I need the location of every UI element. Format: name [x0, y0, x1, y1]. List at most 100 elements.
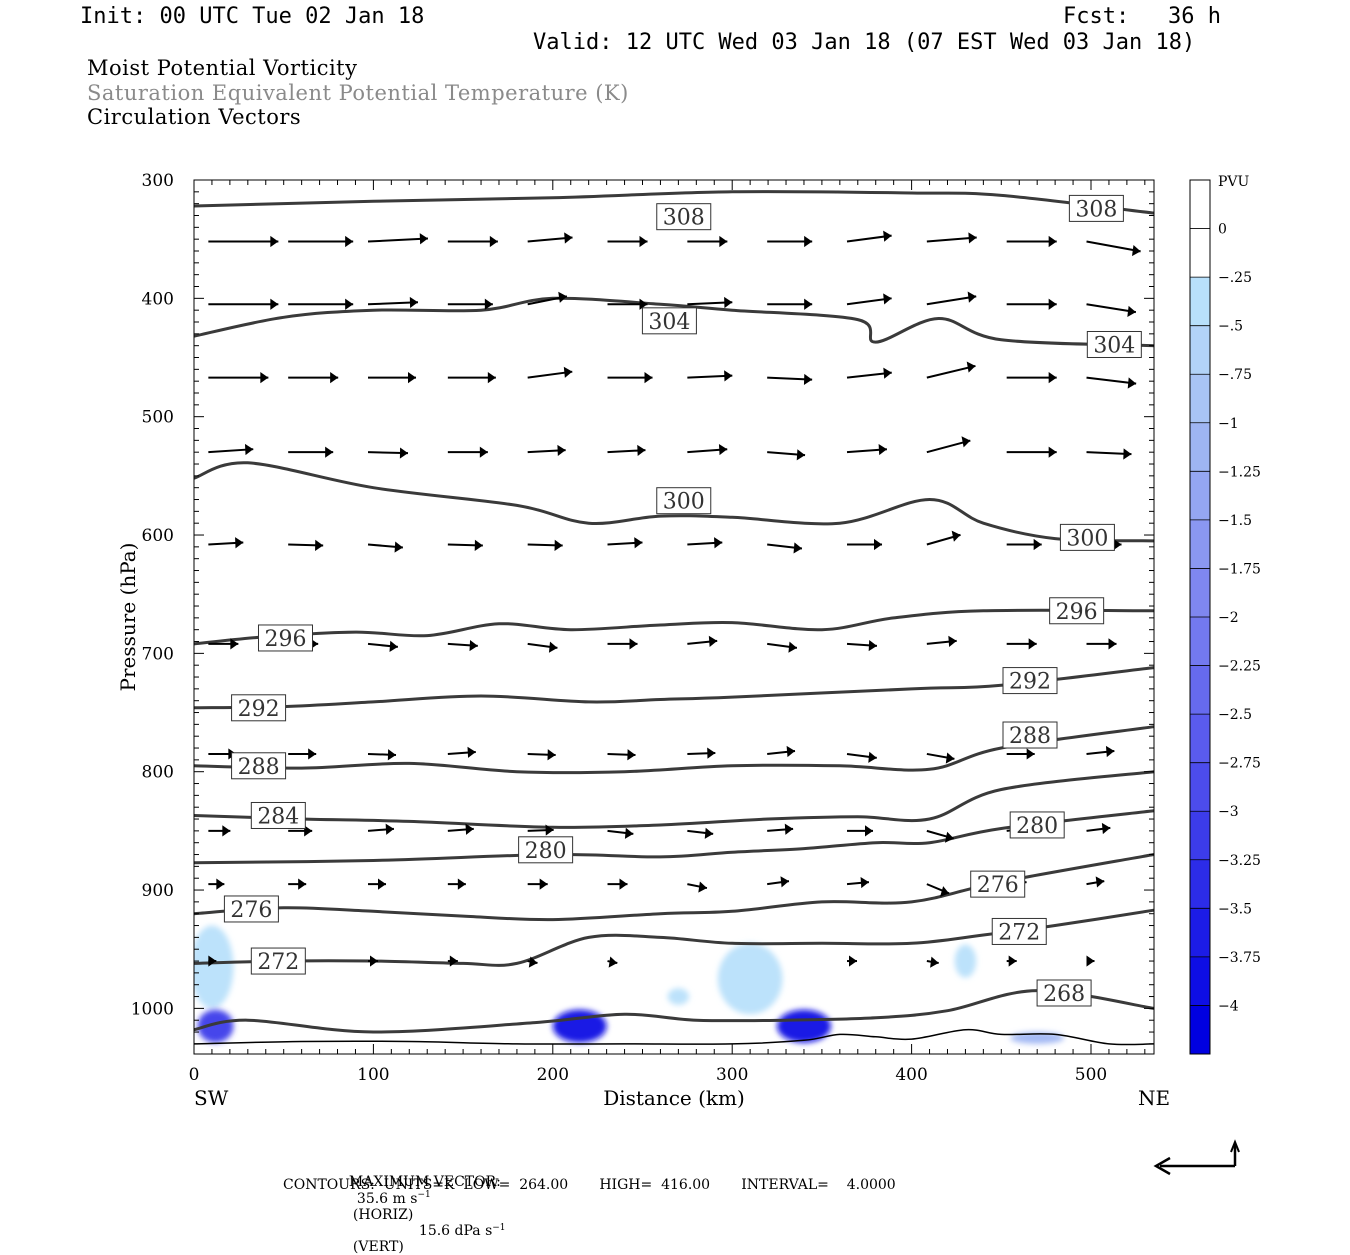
- pv-shading: [194, 925, 1065, 1044]
- contour-label-268-0: 268: [1043, 982, 1085, 1007]
- vector-1-6: [687, 296, 733, 309]
- vector-0-3: [447, 235, 498, 248]
- colorbar: PVU 0 −.25 −.5 −.75 −1 −1.25 −1.5 −1.75 −2 −2.25 −2…: [1189, 174, 1261, 1055]
- vector-0-5: [607, 235, 648, 248]
- vector-3-0: [208, 443, 254, 456]
- colorbar-bin-4: [1190, 374, 1210, 423]
- contour-label-box-296-1: [1049, 597, 1105, 625]
- colorbar-label-15: −3.75: [1218, 950, 1261, 966]
- vector-2-1: [288, 372, 339, 384]
- vector-1-4: [527, 291, 568, 306]
- vector-3-1: [288, 446, 334, 458]
- vector-8-1: [288, 878, 307, 890]
- colorbar-bin-3: [1190, 325, 1210, 375]
- vector-9-4: [527, 956, 538, 968]
- horiz-tag: (HORIZ): [352, 1206, 414, 1223]
- colorbar-bin-1: [1190, 228, 1210, 278]
- contour-label-box-268-0: [1036, 979, 1092, 1007]
- contour-label-box-288-0: [231, 752, 287, 780]
- vector-0-4: [527, 232, 573, 244]
- title-vectors: Circulation Vectors: [87, 105, 302, 129]
- contour-label-284-0: 284: [257, 804, 299, 829]
- pv-region-2: [552, 1009, 607, 1043]
- pv-region-6: [954, 944, 977, 978]
- contour-280: [194, 809, 1154, 865]
- contour-label-280-1: 280: [1016, 814, 1058, 839]
- vector-1-7: [767, 298, 813, 310]
- vector-1-0: [208, 298, 279, 310]
- colorbar-label-3: −.75: [1218, 367, 1252, 383]
- colorbar-label-7: −1.75: [1218, 561, 1261, 577]
- colorbar-label-5: −1.25: [1218, 464, 1261, 480]
- contour-308: [194, 190, 1154, 215]
- vector-0-0: [208, 235, 279, 248]
- ytick-label-6: 900: [142, 881, 174, 901]
- contour-label-288-1: 288: [1009, 724, 1051, 749]
- vector-5-2: [367, 640, 398, 652]
- y-axis-label: Pressure (hPa): [116, 543, 140, 692]
- xtick-label-5: 500: [1075, 1065, 1107, 1085]
- vector-5-5: [607, 638, 638, 650]
- contour-label-276-1: 276: [977, 873, 1019, 898]
- vector-7-4: [527, 824, 554, 836]
- vector-0-1: [288, 235, 354, 248]
- contour-label-box-300-1: [1059, 523, 1115, 551]
- vector-1-10: [1006, 298, 1057, 310]
- reference-vector-icon: [1153, 1139, 1240, 1176]
- vector-7-2: [367, 823, 395, 835]
- colorbar-label-12: −3: [1218, 804, 1239, 820]
- colorbar-label-2: −.5: [1218, 319, 1243, 335]
- contour-276: [194, 853, 1154, 922]
- vector-1-9: [926, 291, 977, 306]
- vector-2-9: [926, 361, 976, 379]
- vector-8-6: [687, 881, 708, 893]
- vector-8-0: [208, 878, 225, 890]
- pv-region-4: [777, 1009, 831, 1043]
- vector-2-5: [607, 372, 653, 384]
- pv-region-3: [717, 943, 783, 1015]
- vector-5-3: [447, 639, 478, 652]
- vector-6-11: [1086, 745, 1115, 758]
- vector-4-9: [926, 530, 961, 546]
- ytick-label-7: 1000: [131, 999, 174, 1019]
- vector-0-6: [687, 235, 728, 248]
- colorbar-bin-10: [1190, 665, 1210, 715]
- vector-2-6: [687, 370, 733, 382]
- vector-5-0: [208, 638, 239, 650]
- vector-3-2: [367, 447, 409, 459]
- contour-label-box-292-0: [231, 694, 287, 722]
- vector-7-3: [447, 823, 474, 835]
- vector-4-3: [447, 539, 483, 551]
- ne-label: NE: [1138, 1086, 1170, 1110]
- contour-292: [194, 666, 1154, 710]
- vector-8-11: [1086, 876, 1105, 888]
- colorbar-bin-2: [1190, 277, 1210, 326]
- vector-3-7: [767, 449, 806, 461]
- vector-3-5: [607, 444, 646, 457]
- vector-1-11: [1086, 303, 1137, 317]
- max-vector-label: MAXIMUM VECTOR:: [348, 1174, 501, 1190]
- colorbar-units: PVU: [1218, 174, 1250, 190]
- ytick-label-3: 600: [142, 526, 174, 546]
- colorbar-label-1: −.25: [1218, 270, 1252, 286]
- vector-3-8: [846, 443, 887, 456]
- contour-label-box-308-0: [656, 203, 712, 231]
- colorbar-label-16: −4: [1218, 998, 1239, 1014]
- colorbar-label-10: −2.5: [1218, 707, 1252, 723]
- vector-7-1: [288, 825, 313, 837]
- contour-label-box-272-0: [250, 947, 306, 975]
- vector-0-8: [846, 230, 892, 243]
- colorbar-bin-8: [1190, 568, 1210, 617]
- contour-label-box-284-0: [250, 801, 306, 829]
- contour-296: [194, 608, 1154, 646]
- vector-8-3: [447, 878, 466, 890]
- contour-label-280-0: 280: [525, 839, 567, 864]
- xtick-label-4: 400: [895, 1065, 927, 1085]
- contour-label-308-0: 308: [663, 206, 705, 231]
- colorbar-label-4: −1: [1218, 416, 1239, 432]
- vector-9-11: [1086, 955, 1095, 967]
- max-vector-line: MAXIMUM VECTOR: 35.6 m s−1 (HORIZ) 15.6 …: [340, 1158, 506, 1255]
- vector-9-0: [208, 955, 217, 967]
- contour-288: [194, 725, 1154, 775]
- colorbar-bin-7: [1190, 519, 1210, 569]
